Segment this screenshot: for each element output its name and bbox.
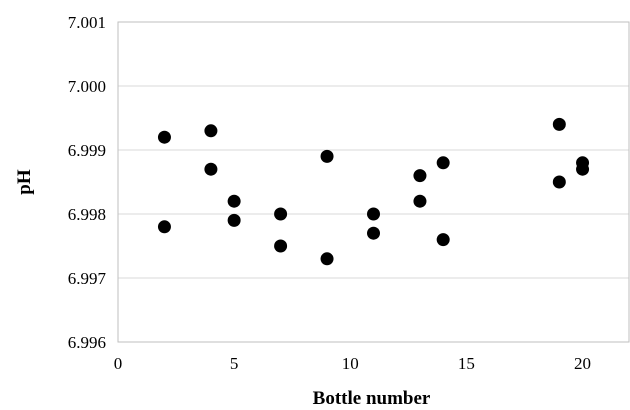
y-tick-label: 6.998	[68, 205, 106, 224]
x-axis-title: Bottle number	[313, 388, 431, 409]
data-point	[157, 220, 171, 234]
data-point	[436, 233, 450, 247]
data-point	[320, 252, 334, 266]
data-point	[227, 194, 241, 208]
data-point	[204, 124, 218, 138]
data-point	[227, 213, 241, 227]
data-point	[367, 226, 380, 240]
x-tick-label: 20	[574, 354, 591, 373]
x-tick-label: 5	[230, 354, 239, 373]
gridlines	[118, 21, 629, 343]
y-tick-label: 7.000	[68, 77, 106, 96]
data-point	[436, 156, 450, 170]
data-point	[576, 162, 590, 176]
y-tick-label: 6.999	[68, 141, 106, 160]
y-tick-label: 6.996	[68, 333, 106, 352]
data-point	[274, 207, 288, 221]
data-point	[157, 130, 171, 144]
data-point	[552, 117, 566, 131]
y-axis-title: pH	[14, 169, 35, 195]
data-point	[413, 194, 427, 208]
data-point	[204, 162, 218, 176]
data-points	[157, 117, 590, 266]
y-axis-ticks: 6.996 6.997 6.998 6.999 7.000 7.001	[68, 13, 107, 352]
data-point	[274, 239, 288, 253]
y-tick-label: 6.997	[68, 269, 107, 288]
data-point	[413, 169, 427, 183]
y-tick-label: 7.001	[68, 13, 106, 32]
x-tick-label: 0	[114, 354, 123, 373]
x-tick-label: 15	[458, 354, 475, 373]
data-point	[367, 207, 380, 221]
data-point	[552, 175, 566, 189]
plot-area-border	[117, 21, 630, 343]
x-tick-label: 10	[342, 354, 359, 373]
x-axis-ticks: 0 5 10 15 20	[114, 354, 591, 373]
data-point	[320, 149, 334, 163]
